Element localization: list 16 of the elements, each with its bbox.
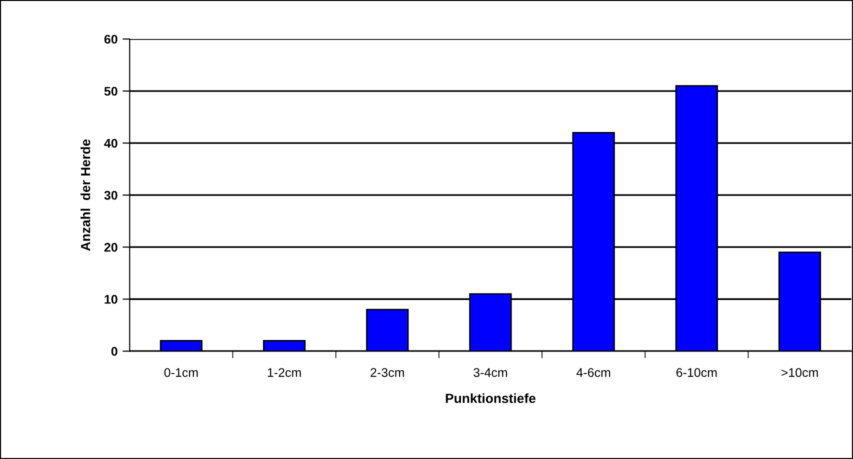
x-axis-title: Punktionstiefe	[446, 393, 536, 404]
x-tick-label: 1-2cm	[268, 368, 301, 377]
y-tick-label: 0	[111, 346, 118, 356]
y-tick-label: 60	[104, 34, 118, 44]
x-tick-label: 6-10cm	[676, 368, 717, 377]
y-tick-label: 40	[104, 138, 118, 148]
x-tick-label: 4-6cm	[576, 368, 610, 377]
y-tick-label: 10	[104, 294, 118, 304]
y-tick-label: 20	[104, 242, 118, 252]
x-tick-label: 2-3cm	[370, 368, 404, 377]
y-tick-label: 30	[104, 190, 118, 200]
y-tick-label: 50	[104, 86, 118, 96]
x-tick-label: 0-1cm	[164, 368, 198, 377]
y-axis-title: Anzahl der Herde	[80, 139, 90, 251]
x-tick-label: >10cm	[781, 368, 818, 377]
x-tick-label: 3-4cm	[474, 368, 508, 377]
